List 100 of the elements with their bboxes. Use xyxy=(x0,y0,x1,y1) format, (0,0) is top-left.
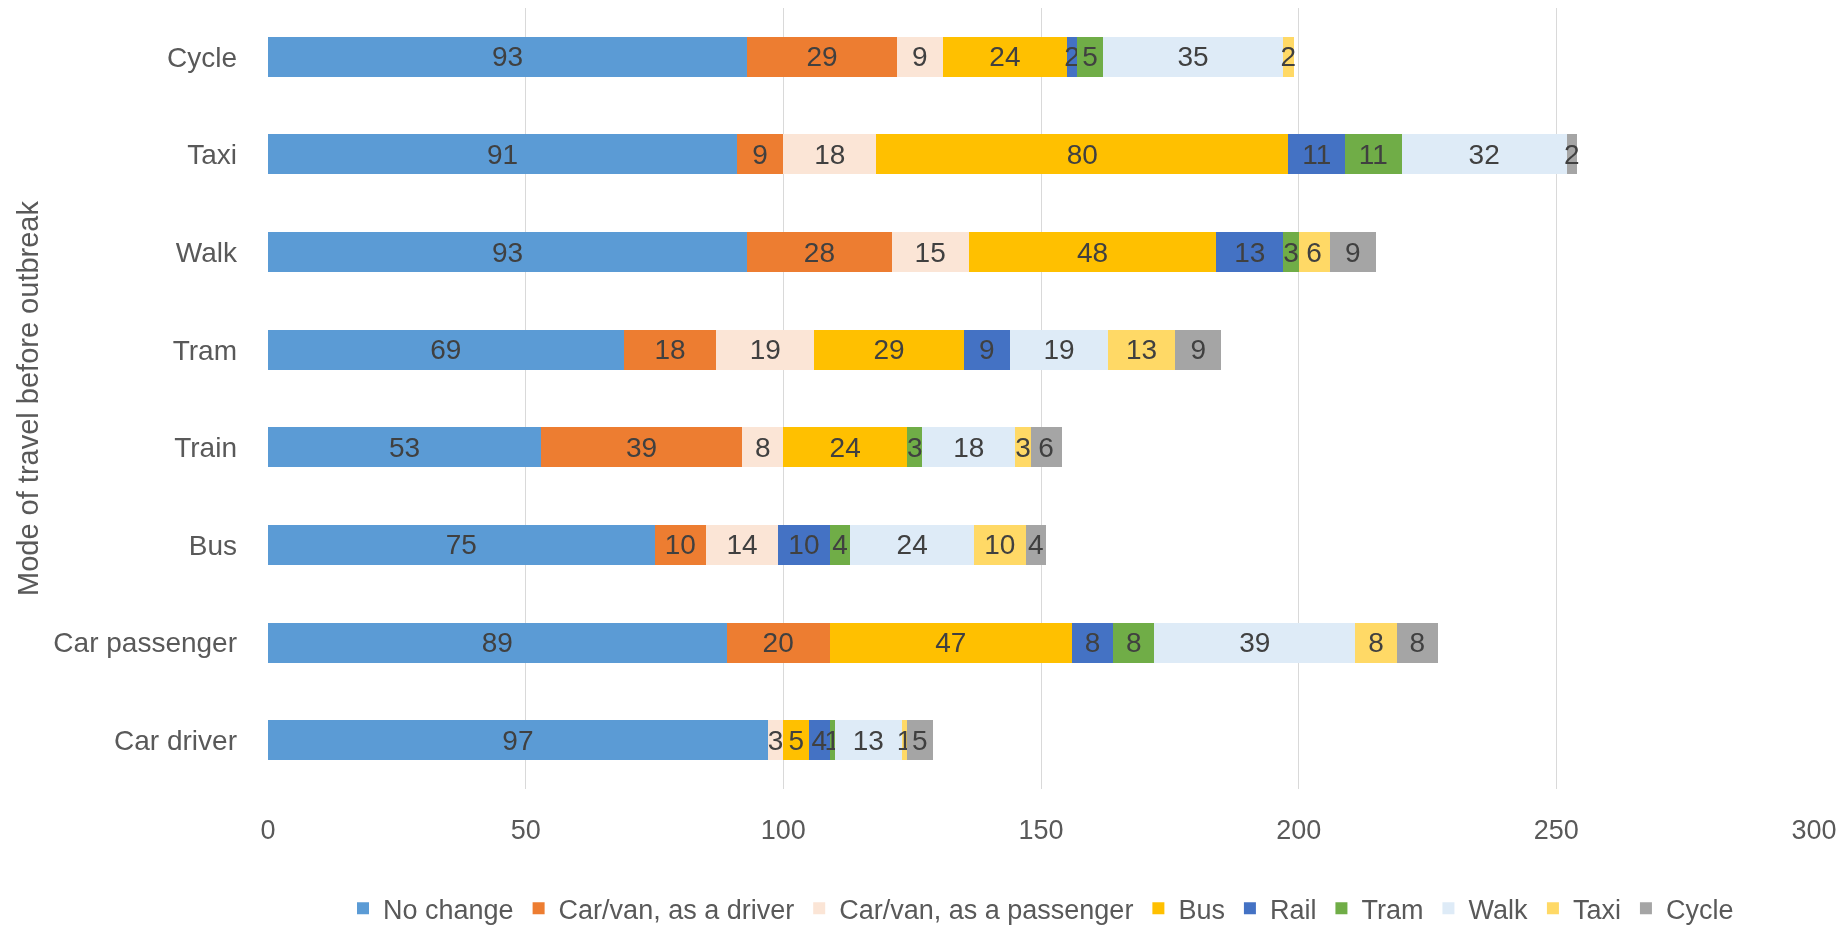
data-label: 8 xyxy=(1084,627,1101,659)
bar xyxy=(268,134,737,175)
data-label: 13 xyxy=(1234,236,1266,268)
data-label: 39 xyxy=(1239,627,1271,659)
data-label: 11 xyxy=(1358,138,1388,170)
y-tick-label: Walk xyxy=(175,236,238,268)
data-label: 10 xyxy=(788,529,820,561)
data-label: 13 xyxy=(1125,334,1158,366)
data-label: 5 xyxy=(1082,41,1098,73)
data-label: 11 xyxy=(1302,138,1332,170)
data-label: 53 xyxy=(388,431,421,463)
bar xyxy=(623,329,717,370)
bar xyxy=(1401,134,1567,175)
legend-label: Car/van, as a driver xyxy=(558,894,795,925)
data-label: 15 xyxy=(914,236,946,268)
data-label: 18 xyxy=(654,334,686,366)
legend-label: Car/van, as a passenger xyxy=(839,894,1134,925)
bar xyxy=(783,427,908,468)
data-label: 47 xyxy=(935,627,967,659)
data-label: 14 xyxy=(726,529,758,561)
bar xyxy=(891,232,969,273)
data-label: 10 xyxy=(664,529,696,561)
data-label: 24 xyxy=(829,431,861,463)
x-tick-label: 300 xyxy=(1791,815,1837,845)
bar xyxy=(1102,36,1284,77)
data-label: 8 xyxy=(1409,627,1425,659)
data-label: 20 xyxy=(762,627,794,659)
bar xyxy=(268,720,768,761)
data-label: 69 xyxy=(430,334,462,366)
data-label: 32 xyxy=(1468,138,1500,170)
y-tick-label: Car driver xyxy=(114,724,237,756)
data-label: 9 xyxy=(1344,236,1361,268)
bar xyxy=(922,427,1016,468)
x-tick-label: 50 xyxy=(510,815,541,845)
bar xyxy=(747,36,897,77)
data-label: 3 xyxy=(767,724,784,756)
x-tick-label: 100 xyxy=(760,815,806,845)
data-label: 97 xyxy=(502,724,534,756)
legend-label: Cycle xyxy=(1665,894,1734,925)
bar xyxy=(1288,134,1346,175)
data-label: 4 xyxy=(1028,529,1044,561)
bar xyxy=(1010,329,1108,370)
data-label: 75 xyxy=(445,529,477,561)
data-label: 29 xyxy=(806,41,838,73)
bar xyxy=(814,329,964,370)
bar xyxy=(268,524,655,565)
data-label: 89 xyxy=(481,627,513,659)
x-tick-label: 0 xyxy=(260,815,276,845)
data-label: 4 xyxy=(832,529,848,561)
bar xyxy=(716,329,815,370)
data-label: 9 xyxy=(1190,334,1206,366)
data-label: 29 xyxy=(873,334,905,366)
bar xyxy=(1107,329,1175,370)
y-tick-label: Tram xyxy=(172,334,237,366)
data-label: 3 xyxy=(906,431,923,463)
y-tick-label: Car passenger xyxy=(53,627,237,659)
x-tick-label: 250 xyxy=(1533,815,1579,845)
bar xyxy=(963,329,1011,370)
data-label: 10 xyxy=(984,529,1016,561)
data-label: 18 xyxy=(814,138,846,170)
bar xyxy=(268,329,624,370)
data-label: 8 xyxy=(1368,627,1384,659)
data-label: 91 xyxy=(486,138,519,170)
data-label: 8 xyxy=(1125,627,1142,659)
bar xyxy=(736,134,784,175)
data-label: 5 xyxy=(912,724,928,756)
legend-label: Taxi xyxy=(1572,894,1621,925)
data-label: 35 xyxy=(1177,41,1209,73)
data-label: 5 xyxy=(788,724,804,756)
bar xyxy=(896,36,944,77)
bar xyxy=(1154,622,1356,663)
y-tick-label: Train xyxy=(174,432,237,464)
data-label: 9 xyxy=(912,41,928,73)
data-label: 13 xyxy=(852,724,884,756)
data-label: 48 xyxy=(1076,236,1109,268)
legend-label: Tram xyxy=(1361,894,1424,925)
bar xyxy=(268,232,748,273)
data-label: 4 xyxy=(811,724,828,756)
bar xyxy=(268,622,727,663)
data-label: 28 xyxy=(803,236,835,268)
bar xyxy=(1174,329,1222,370)
bar xyxy=(850,524,975,565)
y-tick-label: Taxi xyxy=(187,139,237,171)
bar xyxy=(1329,232,1376,273)
bar xyxy=(268,427,542,468)
x-tick-label: 200 xyxy=(1276,815,1322,845)
legend-label: No change xyxy=(383,894,514,925)
y-axis-title: Mode of travel before outbreak xyxy=(11,200,44,596)
data-label: 93 xyxy=(492,41,524,73)
data-label: 19 xyxy=(1043,334,1075,366)
data-label: 9 xyxy=(752,138,768,170)
bar xyxy=(1345,134,1402,175)
y-tick-label: Cycle xyxy=(166,41,237,73)
bar xyxy=(747,232,892,273)
bar xyxy=(783,134,877,175)
data-label: 80 xyxy=(1066,138,1098,170)
bar xyxy=(706,524,779,565)
bar xyxy=(1355,622,1397,663)
data-label: 19 xyxy=(749,334,781,366)
data-label: 39 xyxy=(626,431,658,463)
